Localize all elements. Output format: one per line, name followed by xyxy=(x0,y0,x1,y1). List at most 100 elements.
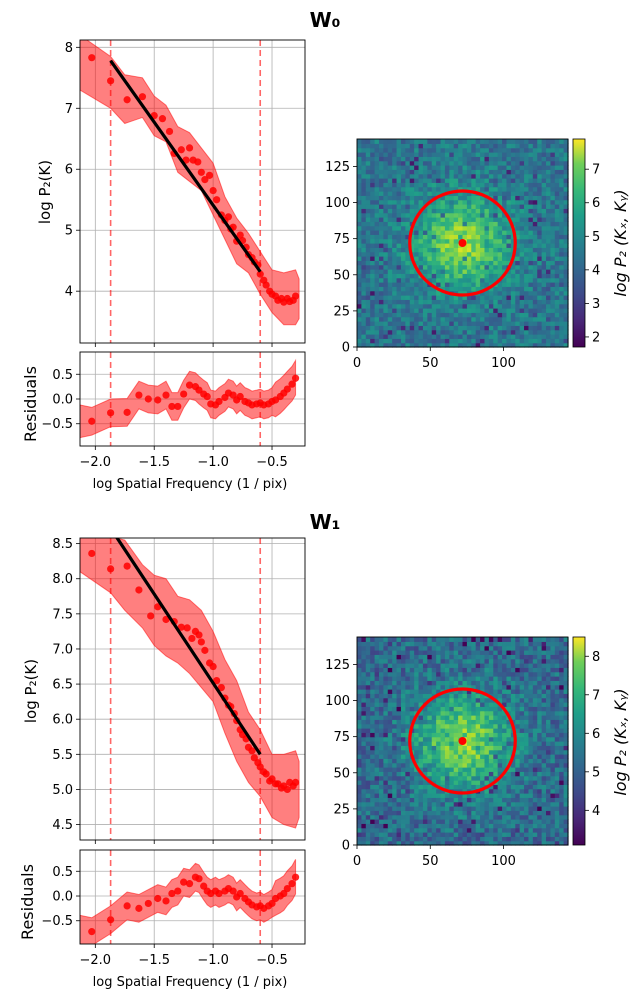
heatmap-cell xyxy=(378,827,384,833)
heatmap-cell xyxy=(440,204,446,209)
heatmap-cell xyxy=(510,160,516,166)
heatmap-cell xyxy=(537,321,543,326)
heatmap-cell xyxy=(484,338,490,344)
heatmap-cell xyxy=(378,325,384,331)
heatmap-cell xyxy=(440,303,446,309)
heatmap-cell xyxy=(458,663,464,668)
heatmap-cell xyxy=(546,260,552,266)
heatmap-cell xyxy=(361,308,367,313)
heatmap-cell xyxy=(466,165,472,170)
heatmap-cell xyxy=(506,732,512,738)
heatmap-cell xyxy=(444,650,450,655)
heatmap-cell xyxy=(537,810,543,816)
heatmap-cell xyxy=(458,147,464,153)
heatmap-cell xyxy=(480,152,486,157)
heatmap-cell xyxy=(387,234,393,240)
heatmap-cell xyxy=(506,645,512,651)
heatmap-cell xyxy=(458,160,464,166)
heatmap-cell xyxy=(519,173,525,179)
heatmap-cell xyxy=(475,282,481,287)
heatmap-cell xyxy=(422,282,428,287)
heatmap-cell xyxy=(488,182,494,188)
heatmap-cell xyxy=(357,308,362,313)
heatmap-cell xyxy=(405,256,411,261)
heatmap-cell xyxy=(471,715,477,720)
heatmap-cell xyxy=(387,702,393,707)
heatmap-cell xyxy=(378,814,384,820)
heatmap-cell xyxy=(497,334,503,339)
heatmap-cell xyxy=(497,303,503,309)
heatmap-cell xyxy=(484,199,490,205)
heatmap-cell xyxy=(431,736,437,742)
heatmap-cell xyxy=(405,840,411,846)
heatmap-cell xyxy=(528,256,534,261)
heatmap-cell xyxy=(546,173,552,179)
heatmap-cell xyxy=(365,316,371,322)
heatmap-cell xyxy=(418,173,424,179)
heatmap-cell xyxy=(475,732,481,738)
heatmap-cell xyxy=(554,650,560,655)
heatmap-cell xyxy=(546,160,552,166)
heatmap-cell xyxy=(449,186,455,192)
heatmap-cell xyxy=(378,212,384,218)
heatmap-cell xyxy=(502,645,508,651)
heatmap-cell xyxy=(506,667,512,673)
heatmap-cell xyxy=(541,299,547,305)
heatmap-cell xyxy=(550,667,556,673)
heatmap-cell xyxy=(365,342,371,348)
heatmap-cell xyxy=(537,204,543,209)
heatmap-cell xyxy=(519,295,525,300)
heatmap-cell xyxy=(488,286,494,292)
heatmap-cell xyxy=(519,264,525,270)
heatmap-cell xyxy=(427,689,433,694)
residual-point xyxy=(154,396,162,404)
heatmap-cell xyxy=(510,832,516,837)
heatmap-cell xyxy=(444,719,450,725)
heatmap-cell xyxy=(370,308,376,313)
heatmap-cell xyxy=(471,208,477,214)
heatmap-cell xyxy=(502,710,508,716)
heatmap-cell xyxy=(387,793,393,798)
heatmap-cell xyxy=(484,225,490,231)
heatmap-cell xyxy=(396,788,402,794)
heatmap-cell xyxy=(427,723,433,729)
heatmap-cell xyxy=(383,775,389,781)
heatmap-cell xyxy=(541,814,547,820)
heatmap-cell xyxy=(480,212,486,218)
heatmap-cell xyxy=(357,290,362,296)
heatmap-cell xyxy=(414,273,420,279)
heatmap-cell xyxy=(550,303,556,309)
heatmap-cell xyxy=(392,706,398,712)
heatmap-cell xyxy=(370,767,376,772)
heatmap-cell xyxy=(541,758,547,764)
heatmap-cell xyxy=(409,277,415,283)
heatmap-cell xyxy=(475,204,481,209)
heatmap-cell xyxy=(378,147,384,153)
heatmap-cell xyxy=(449,693,455,699)
heatmap-cell xyxy=(554,767,560,772)
heatmap-cell xyxy=(524,693,530,699)
heatmap-cell xyxy=(502,832,508,837)
heatmap-cell xyxy=(400,338,406,344)
heatmap-cell xyxy=(449,697,455,703)
heatmap-cell xyxy=(405,710,411,716)
heatmap-cell xyxy=(370,234,376,240)
heatmap-cell xyxy=(370,641,376,647)
heatmap-cell xyxy=(387,290,393,296)
heatmap-cell xyxy=(387,260,393,266)
heatmap-cell xyxy=(418,719,424,725)
residual-point xyxy=(291,374,300,382)
heatmap-cell xyxy=(409,762,415,768)
heatmap-cell xyxy=(497,650,503,655)
heatmap-cell xyxy=(431,767,437,772)
heatmap-cell xyxy=(374,723,380,729)
heatmap-cell xyxy=(515,191,521,196)
heatmap-cell xyxy=(374,182,380,188)
heatmap-cell xyxy=(400,334,406,339)
heatmap-cell xyxy=(400,199,406,205)
heatmap-cell xyxy=(550,225,556,231)
heatmap-cell xyxy=(427,650,433,655)
heatmap-cell xyxy=(392,741,398,746)
heatmap-cell xyxy=(444,156,450,162)
heatmap-cell xyxy=(484,767,490,772)
